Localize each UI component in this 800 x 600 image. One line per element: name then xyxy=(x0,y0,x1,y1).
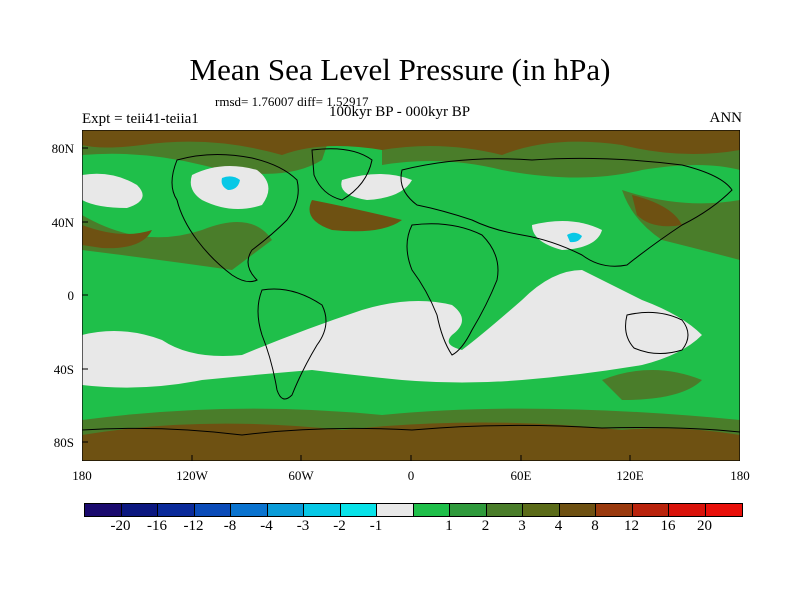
map-title: Mean Sea Level Pressure (in hPa) xyxy=(189,52,611,87)
lat-label-80n: 80N xyxy=(51,141,74,156)
colorbar-swatch xyxy=(486,504,523,516)
period-label: 100kyr BP - 000kyr BP xyxy=(329,104,471,120)
colorbar-label: -1 xyxy=(369,518,383,534)
colorbar-label: 1 xyxy=(445,518,453,534)
colorbar-swatch xyxy=(340,504,377,516)
colorbar-label: 4 xyxy=(554,518,563,534)
colorbar-swatch xyxy=(194,504,231,516)
pressure-map xyxy=(82,130,740,461)
lat-label-0: 0 xyxy=(67,288,75,303)
coastlines xyxy=(82,148,740,436)
lon-label-180w: 180 xyxy=(72,468,92,483)
colorbar xyxy=(84,503,743,517)
colorbar-swatch xyxy=(669,504,706,516)
colorbar-label: 16 xyxy=(660,518,676,534)
lon-label-180e: 180 xyxy=(730,468,750,483)
colorbar-swatch xyxy=(450,504,487,516)
colorbar-swatch xyxy=(267,504,304,516)
colorbar-label: -20 xyxy=(110,518,131,534)
lat-label-40n: 40N xyxy=(51,215,74,230)
negative-patch xyxy=(221,176,582,243)
season-label: ANN xyxy=(709,110,743,126)
colorbar-swatch xyxy=(121,504,158,516)
colorbar-label: -12 xyxy=(183,518,204,534)
stats-line: rmsd= 1.76007 diff= 1.52917 xyxy=(215,94,369,109)
colorbar-label: -3 xyxy=(296,518,310,534)
colorbar-label: 12 xyxy=(624,518,639,534)
colorbar-label: 3 xyxy=(518,518,526,534)
colorbar-swatch xyxy=(523,504,560,516)
colorbar-swatch xyxy=(596,504,633,516)
experiment-label: Expt = teii41-teiia1 xyxy=(82,111,199,127)
colorbar-label: -2 xyxy=(333,518,346,534)
lon-label-60e: 60E xyxy=(510,468,532,483)
colorbar-swatch xyxy=(559,504,596,516)
colorbar-label: 8 xyxy=(591,518,599,534)
lat-label-80s: 80S xyxy=(53,435,74,450)
lon-label-60w: 60W xyxy=(288,468,314,483)
colorbar-swatch xyxy=(304,504,341,516)
colorbar-label: 2 xyxy=(481,518,490,534)
colorbar-swatch xyxy=(413,504,450,516)
colorbar-swatch xyxy=(158,504,195,516)
colorbar-swatch xyxy=(632,504,669,516)
lon-label-120e: 120E xyxy=(616,468,644,483)
lon-label-120w: 120W xyxy=(176,468,208,483)
colorbar-label: -4 xyxy=(260,518,273,534)
colorbar-swatch xyxy=(377,504,414,516)
colorbar-label: -16 xyxy=(147,518,167,534)
axis-ticks xyxy=(82,147,740,461)
colorbar-swatch xyxy=(231,504,268,516)
lat-label-40s: 40S xyxy=(53,362,74,377)
lon-label-0: 0 xyxy=(407,468,415,483)
colorbar-label: 20 xyxy=(697,518,712,534)
colorbar-label: -8 xyxy=(223,518,237,534)
colorbar-swatch xyxy=(85,504,122,516)
colorbar-swatch xyxy=(705,504,742,516)
positive-band-8to12 xyxy=(82,130,740,461)
